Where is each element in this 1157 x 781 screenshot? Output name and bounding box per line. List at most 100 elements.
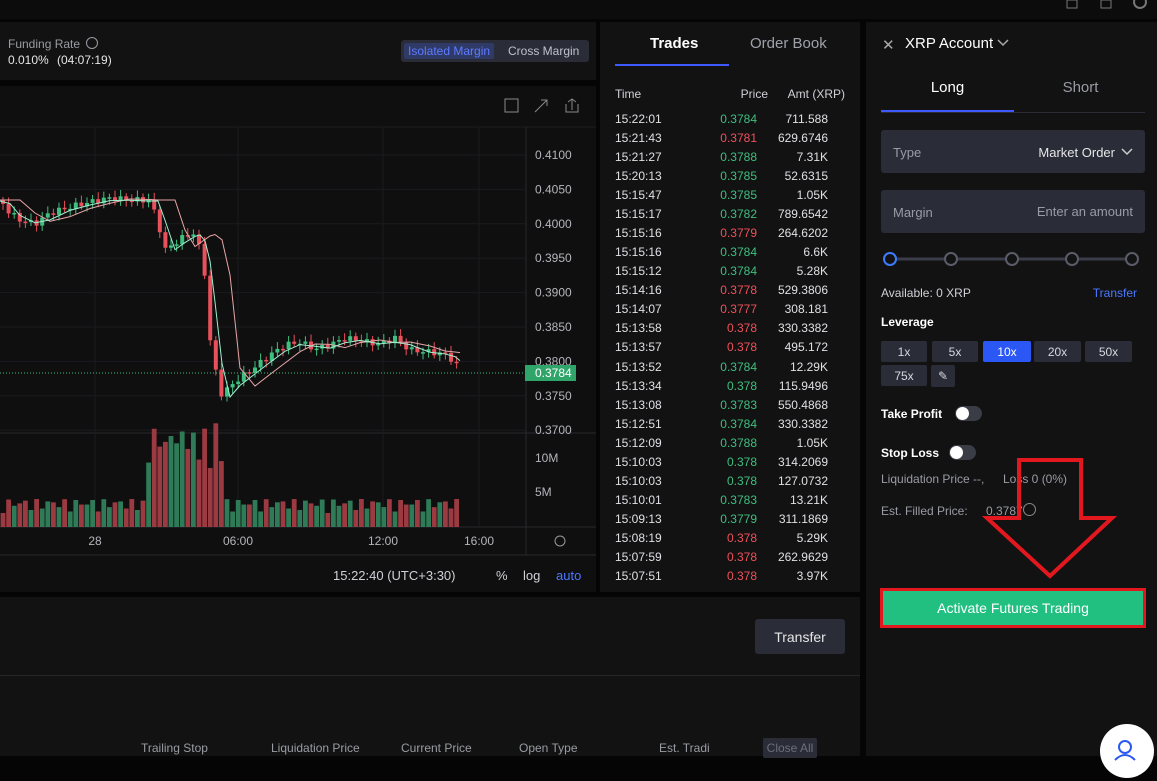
icon[interactable] bbox=[1066, 0, 1078, 9]
candle bbox=[286, 341, 291, 350]
trade-time: 15:13:34 bbox=[615, 378, 662, 393]
candle bbox=[449, 352, 453, 362]
trades-tab[interactable]: Trades bbox=[650, 35, 699, 52]
trade-amount: 550.4868 bbox=[777, 397, 828, 412]
volume-bar bbox=[448, 508, 454, 527]
margin-mode-button[interactable]: Isolated Margin bbox=[404, 43, 495, 59]
candle bbox=[185, 235, 190, 237]
fullscreen-icon[interactable] bbox=[534, 99, 548, 113]
info-icon[interactable] bbox=[1023, 503, 1036, 516]
leverage-button[interactable]: 50x bbox=[1085, 341, 1132, 362]
trade-price: 0.3779 bbox=[720, 511, 757, 526]
scale-option[interactable]: log bbox=[523, 568, 540, 583]
candle bbox=[241, 372, 246, 382]
time-label: 28 bbox=[88, 534, 102, 548]
candle bbox=[236, 381, 241, 385]
slider[interactable] bbox=[881, 249, 1151, 269]
volume-bar bbox=[308, 503, 314, 527]
volume-bar bbox=[151, 428, 157, 527]
position-column: Current Price bbox=[401, 741, 472, 755]
long-tab[interactable]: Long bbox=[930, 79, 965, 96]
candle bbox=[381, 340, 386, 344]
trade-amount: 1.05K bbox=[796, 188, 828, 203]
trade-time: 15:15:16 bbox=[615, 245, 662, 260]
transfer-button[interactable]: Transfer bbox=[755, 619, 845, 654]
price-label: 0.3950 bbox=[535, 251, 572, 265]
settings-icon[interactable] bbox=[554, 535, 566, 547]
toolbar bbox=[0, 0, 1157, 19]
candle bbox=[57, 207, 61, 215]
volume-bar bbox=[252, 500, 258, 527]
volume-bar bbox=[39, 508, 45, 527]
volume-bar bbox=[275, 502, 280, 527]
volume-bar bbox=[79, 504, 84, 527]
type-value: Market Order bbox=[1038, 145, 1115, 160]
candle bbox=[258, 359, 263, 368]
candle bbox=[225, 387, 229, 397]
leverage-button[interactable]: 75x bbox=[881, 365, 927, 386]
scale-option[interactable]: % bbox=[496, 568, 508, 583]
margin-input[interactable]: Margin Enter an amount bbox=[881, 190, 1145, 233]
support-button[interactable] bbox=[1100, 724, 1154, 778]
trade-price: 0.3785 bbox=[720, 188, 757, 203]
trades-tab[interactable]: Order Book bbox=[750, 35, 827, 52]
volume-bar bbox=[163, 441, 168, 527]
trade-price: 0.3784 bbox=[720, 112, 757, 126]
volume-bar bbox=[375, 502, 381, 527]
account-title[interactable]: XRP Account bbox=[905, 35, 994, 52]
volume-bar bbox=[6, 499, 11, 527]
trade-time: 15:15:17 bbox=[615, 207, 662, 222]
edit-button[interactable]: ✎ bbox=[931, 365, 955, 387]
type-select[interactable]: Type Market Order bbox=[881, 130, 1145, 173]
candle bbox=[230, 384, 235, 388]
leverage-button[interactable]: 1x bbox=[881, 341, 927, 362]
candle bbox=[348, 336, 353, 341]
margin-label: Margin bbox=[893, 205, 933, 220]
margin-mode-button[interactable]: Cross Margin bbox=[508, 44, 580, 58]
volume-bar bbox=[387, 499, 392, 527]
candle bbox=[275, 348, 280, 353]
volume-bar bbox=[331, 499, 336, 527]
share-icon[interactable] bbox=[565, 98, 579, 113]
volume-bar bbox=[34, 499, 39, 527]
candle bbox=[118, 196, 123, 202]
candle bbox=[421, 352, 425, 354]
trade-amount: 314.2069 bbox=[777, 454, 828, 469]
time-label: 16:00 bbox=[464, 534, 494, 548]
trade-time: 15:15:16 bbox=[615, 226, 662, 241]
trades-column: Amt (XRP) bbox=[787, 87, 845, 101]
available: Available: 0 XRP bbox=[881, 286, 971, 300]
volume-bar bbox=[207, 467, 213, 527]
short-tab[interactable]: Short bbox=[1062, 79, 1099, 96]
volume-bar bbox=[129, 499, 135, 527]
volume-bar bbox=[73, 499, 79, 527]
candle bbox=[398, 335, 403, 343]
trade-time: 15:08:19 bbox=[615, 530, 662, 545]
settings-icon[interactable] bbox=[1133, 0, 1147, 9]
candle bbox=[264, 359, 269, 362]
leverage-button[interactable]: 10x bbox=[983, 341, 1031, 362]
info-icon[interactable] bbox=[86, 37, 98, 49]
transfer-link[interactable]: Transfer bbox=[1092, 286, 1137, 300]
volume-bar bbox=[454, 499, 459, 527]
volume-bar bbox=[196, 459, 202, 527]
icon[interactable] bbox=[1100, 0, 1112, 9]
close-all-button[interactable]: Close All bbox=[763, 738, 817, 758]
scale-option[interactable]: auto bbox=[556, 568, 581, 583]
volume-bar bbox=[62, 499, 67, 527]
candle bbox=[409, 347, 414, 350]
close-icon[interactable]: ✕ bbox=[882, 37, 895, 54]
volume-bar bbox=[359, 499, 364, 527]
layout-icon[interactable] bbox=[504, 98, 519, 113]
chart-header: Funding Rate 0.010% (04:07:19) Isolated … bbox=[0, 22, 596, 80]
stop-loss-toggle[interactable] bbox=[949, 445, 976, 460]
activate-button[interactable]: Activate Futures Trading bbox=[880, 588, 1146, 628]
take-profit-toggle[interactable] bbox=[955, 406, 982, 421]
candle bbox=[303, 341, 308, 344]
trade-amount: 5.29K bbox=[796, 530, 828, 545]
leverage-button[interactable]: 20x bbox=[1034, 341, 1081, 362]
trade-price: 0.3783 bbox=[720, 492, 757, 507]
leverage-button[interactable]: 5x bbox=[932, 341, 978, 362]
price-label: 0.3750 bbox=[535, 389, 572, 403]
